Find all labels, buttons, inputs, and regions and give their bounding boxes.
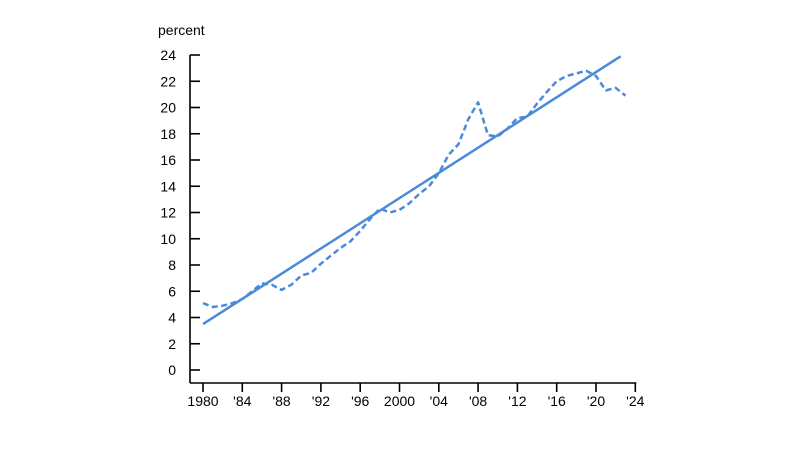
x-tick-label: 1980 (187, 393, 218, 409)
x-tick-label: '84 (233, 393, 251, 409)
y-axis-label: percent (158, 22, 205, 38)
x-tick-label: '96 (351, 393, 369, 409)
trend-line-solid (202, 55, 622, 326)
y-tick-label: 12 (160, 205, 176, 221)
series-layer (202, 55, 627, 326)
y-tick-label: 0 (168, 362, 176, 378)
x-tick-label: '24 (626, 393, 644, 409)
y-tick-label: 24 (160, 47, 176, 63)
y-tick-label: 14 (160, 178, 176, 194)
x-tick-label: '16 (548, 393, 566, 409)
x-axis: 1980 '84 '88 '92 '96 2000 '04 '08 '12 '16 '20 '24 (187, 382, 645, 409)
y-tick-label: 22 (160, 73, 176, 89)
y-tick-label: 8 (168, 257, 176, 273)
y-tick-label: 4 (168, 310, 176, 326)
x-tick-label: 2000 (384, 393, 415, 409)
x-tick-label: '08 (469, 393, 487, 409)
y-tick-label: 6 (168, 283, 176, 299)
y-tick-label: 2 (168, 336, 176, 352)
series-line-dashed (202, 69, 627, 309)
x-tick-label: '20 (587, 393, 605, 409)
x-tick-label: '92 (312, 393, 330, 409)
x-tick-label: '88 (272, 393, 290, 409)
x-tick-label: '04 (430, 393, 448, 409)
y-tick-label: 18 (160, 126, 176, 142)
y-tick-label: 16 (160, 152, 176, 168)
y-tick-label: 10 (160, 231, 176, 247)
x-tick-label: '12 (508, 393, 526, 409)
y-tick-label: 20 (160, 100, 176, 116)
